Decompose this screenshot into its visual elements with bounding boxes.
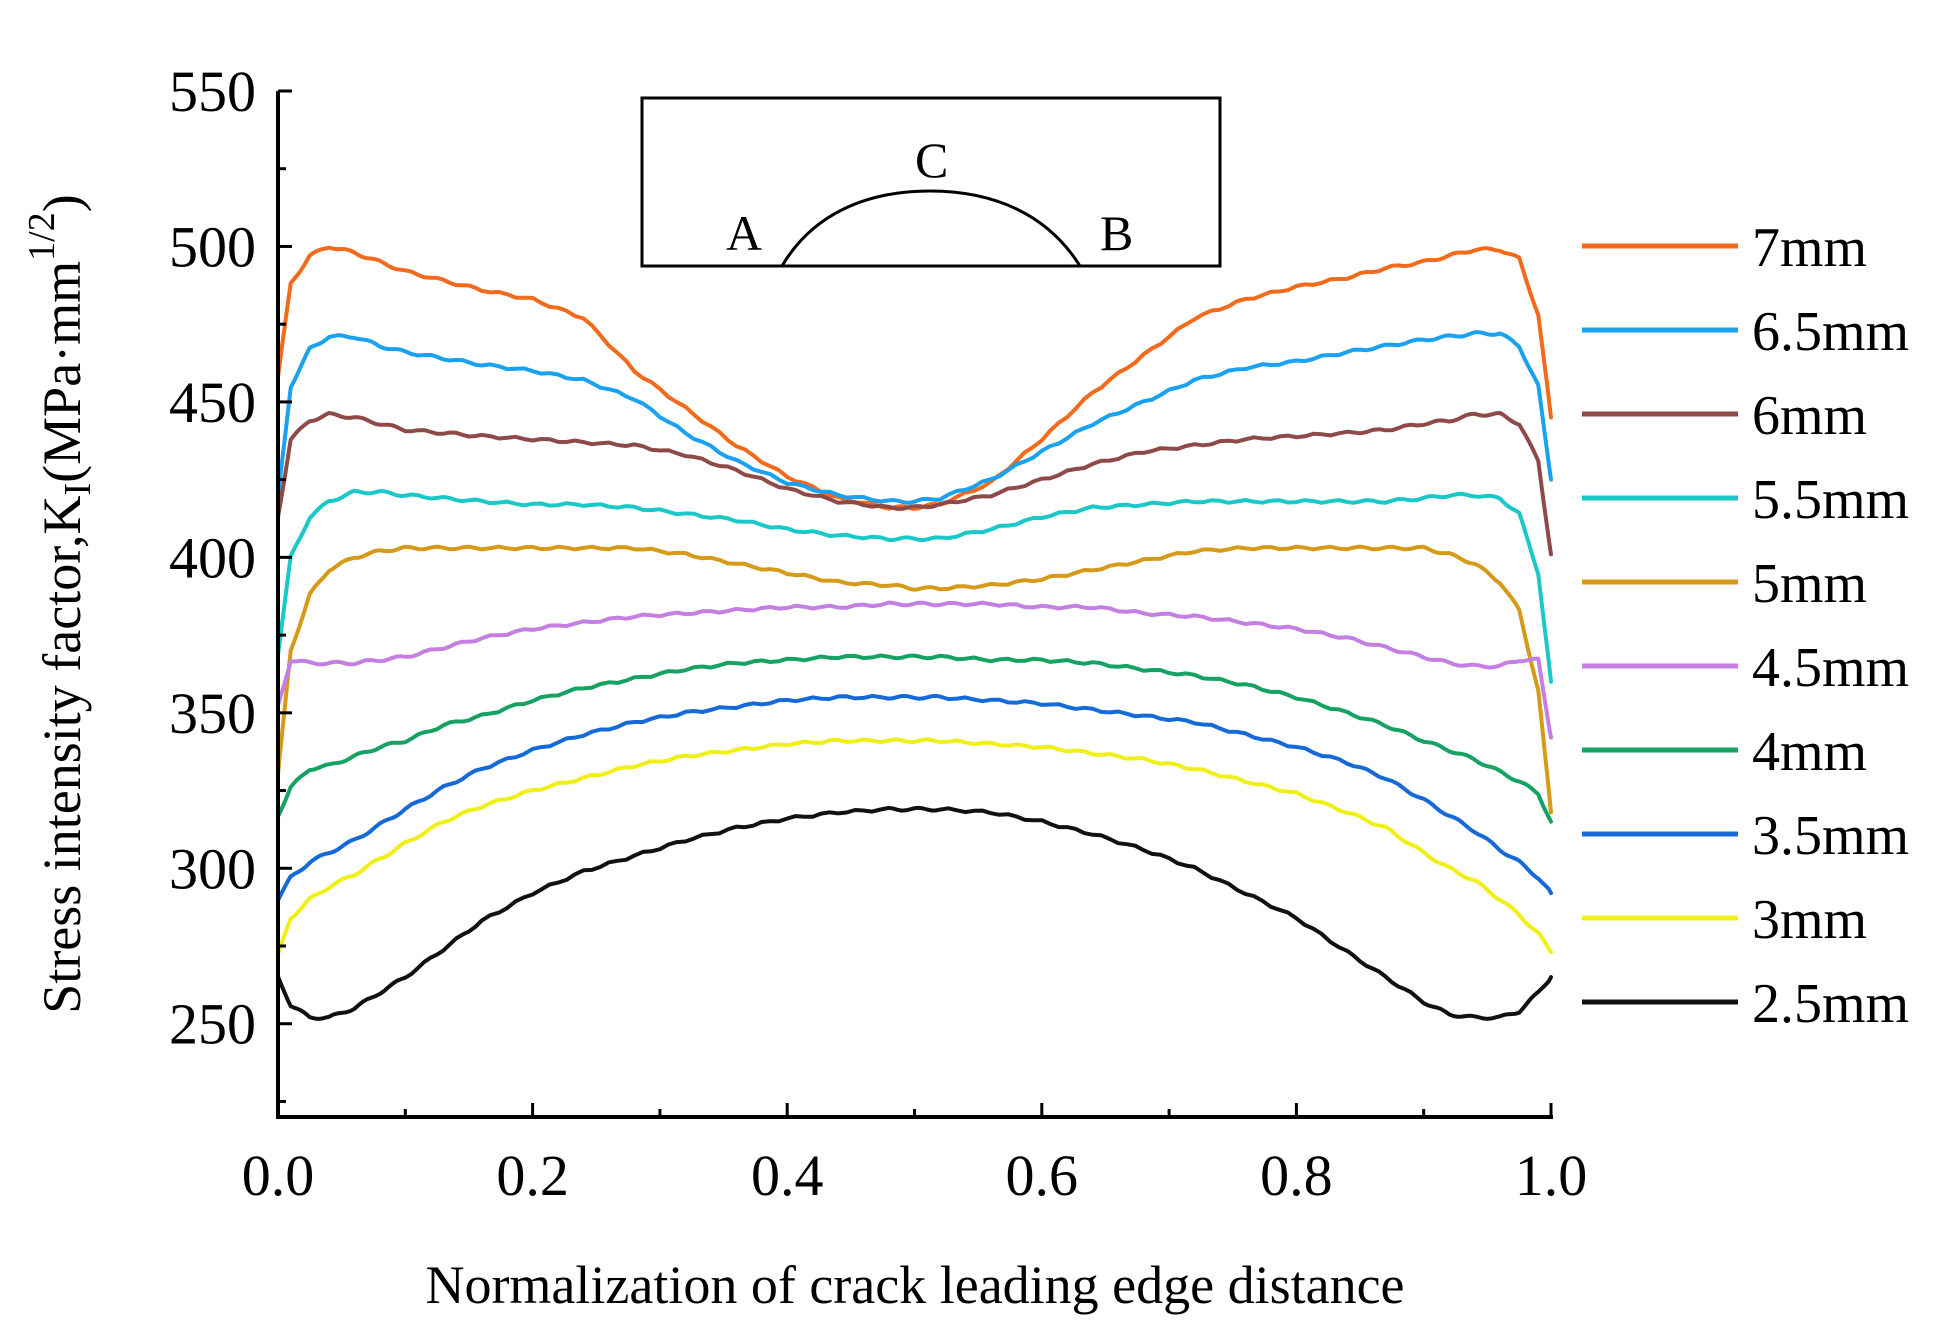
series-lines	[276, 245, 1553, 1021]
inset-frame	[640, 96, 1222, 268]
series-line-2.5mm	[276, 805, 1553, 1021]
legend-label-3mm: 3mm	[1752, 889, 1867, 951]
series-line-6.5mm	[276, 330, 1553, 505]
legend-label-5mm: 5mm	[1752, 553, 1867, 615]
y-axis-ticks: 250 300 350 400 450 500 550	[169, 59, 292, 1103]
legend-label-3.5mm: 3.5mm	[1752, 805, 1909, 867]
x-tick-label: 0.4	[751, 1143, 824, 1208]
y-tick-label: 250	[169, 992, 256, 1057]
y-tick-label: 450	[169, 370, 256, 435]
series-line-3.5mm	[276, 693, 1553, 903]
inset-label-a: A	[726, 205, 762, 261]
series-line-7mm	[276, 245, 1553, 511]
x-tick-label: 0.2	[496, 1143, 569, 1208]
series-line-3mm	[276, 737, 1553, 957]
x-tick-label: 0.0	[242, 1143, 315, 1208]
y-tick-label: 400	[169, 525, 256, 590]
legend-label-5.5mm: 5.5mm	[1752, 469, 1909, 531]
y-tick-label: 350	[169, 681, 256, 746]
series-line-4.5mm	[276, 600, 1553, 740]
legend-label-4mm: 4mm	[1752, 721, 1867, 783]
y-axis-title-superscript: 1/2	[21, 212, 63, 261]
series-line-6mm	[276, 411, 1553, 557]
crack-inset-diagram: A C B	[640, 96, 1222, 268]
series-line-5mm	[276, 544, 1553, 815]
x-axis-ticks: 0.0 0.2 0.4 0.6 0.8 1.0	[242, 1103, 1588, 1208]
x-tick-label: 0.6	[1006, 1143, 1079, 1208]
x-axis-title: Normalization of crack leading edge dist…	[425, 1255, 1404, 1315]
inset-label-b: B	[1100, 205, 1133, 261]
x-tick-label: 1.0	[1515, 1143, 1588, 1208]
crack-front-arc	[780, 189, 1082, 267]
x-tick-label: 0.8	[1260, 1143, 1333, 1208]
legend-label-7mm: 7mm	[1752, 217, 1867, 279]
y-axis-title-unit: (MPa·mm	[32, 261, 92, 483]
legend-label-4.5mm: 4.5mm	[1752, 637, 1909, 699]
y-tick-label: 500	[169, 214, 256, 279]
inset-label-c: C	[915, 132, 948, 188]
y-axis-title: Stress intensity factor,KI(MPa·mm1/2)	[21, 194, 99, 1013]
y-axis-title-close: )	[32, 194, 92, 212]
legend-label-2.5mm: 2.5mm	[1752, 973, 1909, 1035]
series-line-4mm	[276, 653, 1553, 824]
legend: 7mm 6.5mm 6mm 5.5mm 5mm 4.5mm 4mm 3.5mm 3mm 2.5mm	[1582, 217, 1909, 1035]
y-axis-title-subscript: I	[57, 483, 99, 496]
legend-label-6.5mm: 6.5mm	[1752, 301, 1909, 363]
series-line-5.5mm	[276, 488, 1553, 684]
y-axis-title-main: Stress intensity factor,K	[32, 495, 92, 1013]
y-tick-label: 550	[169, 59, 256, 124]
y-tick-label: 300	[169, 836, 256, 901]
legend-label-6mm: 6mm	[1752, 385, 1867, 447]
